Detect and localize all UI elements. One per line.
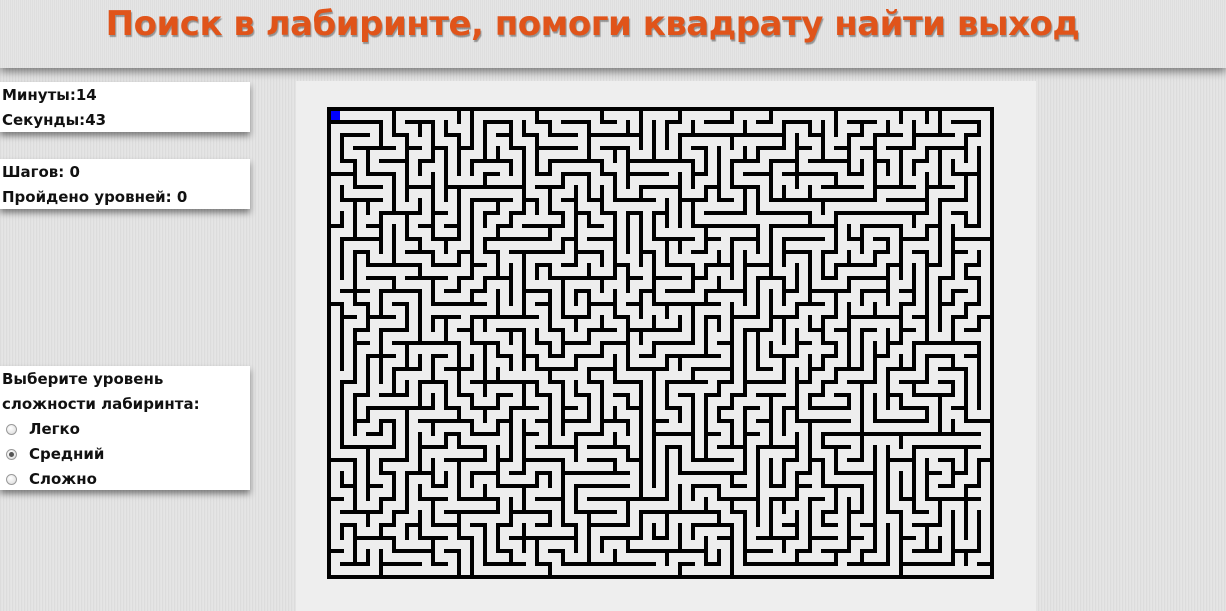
steps-row: Шагов: 0 (0, 160, 250, 185)
minutes-label: Минуты: (2, 86, 76, 104)
levels-label: Пройдено уровней: (2, 188, 172, 206)
title-bar: Поиск в лабиринте, помоги квадрату найти… (0, 0, 1226, 68)
option-label-medium: Средний (29, 445, 105, 463)
seconds-label: Секунды: (2, 111, 86, 129)
maze-board[interactable] (327, 107, 1006, 591)
stats-panel: Шагов: 0 Пройдено уровней: 0 (0, 159, 250, 209)
player-square[interactable] (331, 111, 340, 120)
page-title: Поиск в лабиринте, помоги квадрату найти… (105, 4, 1080, 44)
difficulty-prompt-line1: Выберите уровень (2, 370, 164, 388)
option-label-easy: Легко (29, 420, 80, 438)
seconds-value: 43 (85, 111, 107, 129)
difficulty-option-medium[interactable]: Средний (0, 442, 250, 467)
option-label-hard: Сложно (29, 470, 97, 488)
levels-value: 0 (176, 188, 188, 206)
steps-value: 0 (69, 163, 80, 181)
difficulty-option-hard[interactable]: Сложно (0, 467, 250, 492)
maze-walls (327, 107, 994, 579)
radio-hard[interactable] (6, 474, 17, 485)
minutes-value: 14 (75, 86, 97, 104)
steps-label: Шагов: (2, 163, 65, 181)
minutes-row: Минуты:14 (0, 83, 250, 108)
seconds-row: Секунды:43 (0, 108, 250, 133)
difficulty-option-easy[interactable]: Легко (0, 417, 250, 442)
maze-wall-path (327, 107, 994, 579)
radio-medium[interactable] (6, 449, 17, 460)
timer-panel: Минуты:14 Секунды:43 (0, 82, 250, 132)
levels-row: Пройдено уровней: 0 (0, 185, 250, 210)
difficulty-panel: Выберите уровень сложности лабиринта: Ле… (0, 366, 250, 490)
difficulty-prompt-line2: сложности лабиринта: (2, 395, 200, 413)
radio-easy[interactable] (6, 424, 17, 435)
